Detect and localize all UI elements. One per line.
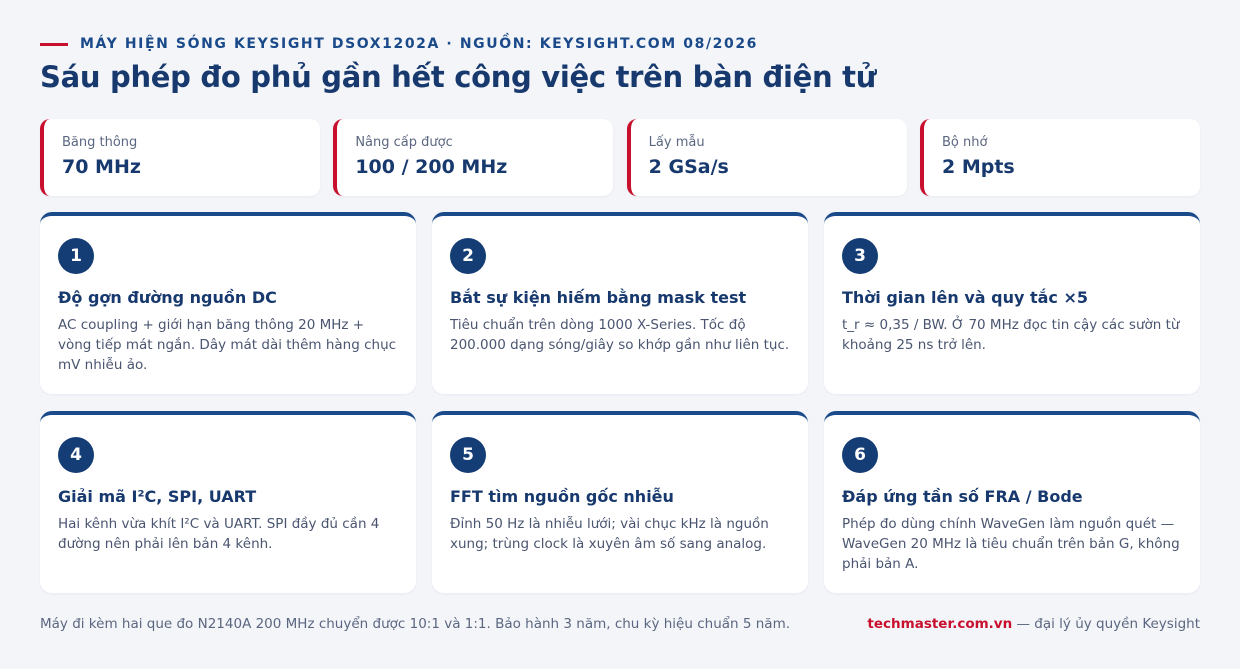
card-body: Hai kênh vừa khít I²C và UART. SPI đầy đ… — [58, 516, 380, 552]
stat-label: Nâng cấp được — [355, 135, 453, 150]
eyebrow-accent-bar — [40, 42, 68, 46]
card-number-badge: 6 — [842, 437, 878, 473]
card-body: Đỉnh 50 Hz là nhiễu lưới; vài chục kHz l… — [450, 516, 769, 552]
card-number-badge: 1 — [58, 238, 94, 274]
card-title: Độ gợn đường nguồn DC — [58, 288, 277, 307]
card-number-badge: 2 — [450, 238, 486, 274]
stat-card-bandwidth: Băng thông 70 MHz — [40, 119, 320, 196]
stat-card-upgrade: Nâng cấp được 100 / 200 MHz — [333, 119, 614, 196]
footer-credit: techmaster.com.vn — đại lý ủy quyền Keys… — [867, 616, 1200, 632]
stat-value: 100 / 200 MHz — [355, 156, 508, 178]
card-title: FFT tìm nguồn gốc nhiễu — [450, 487, 674, 506]
eyebrow-text: MÁY HIỆN SÓNG KEYSIGHT DSOX1202A · NGUỒN… — [80, 36, 759, 52]
measurement-card-2: 2 Bắt sự kiện hiếm bằng mask test Tiêu c… — [432, 212, 808, 394]
card-title: Đáp ứng tần số FRA / Bode — [842, 487, 1083, 506]
page-title: Sáu phép đo phủ gần hết công việc trên b… — [40, 60, 877, 94]
card-body: Tiêu chuẩn trên dòng 1000 X-Series. Tốc … — [450, 317, 790, 353]
footer-brand-link[interactable]: techmaster.com.vn — [867, 616, 1013, 632]
card-title: Bắt sự kiện hiếm bằng mask test — [450, 288, 747, 307]
stat-card-memory: Bộ nhớ 2 Mpts — [919, 119, 1200, 196]
stat-card-sample-rate: Lấy mẫu 2 GSa/s — [626, 119, 907, 196]
stat-label: Băng thông — [62, 135, 138, 150]
measurement-card-3: 3 Thời gian lên và quy tắc ×5 t_r ≈ 0,35… — [824, 212, 1200, 394]
measurement-card-4: 4 Giải mã I²C, SPI, UART Hai kênh vừa kh… — [40, 411, 416, 593]
measurement-grid: 1 Độ gợn đường nguồn DC AC coupling + gi… — [40, 212, 1200, 593]
measurement-card-1: 1 Độ gợn đường nguồn DC AC coupling + gi… — [40, 212, 416, 394]
card-number-badge: 5 — [450, 437, 486, 473]
card-number-badge: 4 — [58, 437, 94, 473]
card-body: AC coupling + giới hạn băng thông 20 MHz… — [58, 317, 397, 373]
footer-credit-suffix: — đại lý ủy quyền Keysight — [1012, 616, 1201, 632]
footer-note: Máy đi kèm hai que đo N2140A 200 MHz chu… — [40, 616, 791, 632]
measurement-card-5: 5 FFT tìm nguồn gốc nhiễu Đỉnh 50 Hz là … — [432, 411, 808, 593]
card-number-badge: 3 — [842, 238, 878, 274]
card-body: t_r ≈ 0,35 / BW. Ở 70 MHz đọc tin cậy cá… — [842, 317, 1180, 353]
card-body: Phép đo dùng chính WaveGen làm nguồn qué… — [842, 516, 1180, 572]
measurement-card-6: 6 Đáp ứng tần số FRA / Bode Phép đo dùng… — [824, 411, 1200, 593]
stats-row: Băng thông 70 MHz Nâng cấp được 100 / 20… — [40, 119, 1200, 196]
stat-value: 2 GSa/s — [648, 156, 729, 178]
stat-value: 70 MHz — [62, 156, 141, 178]
stat-label: Lấy mẫu — [648, 135, 705, 150]
card-title: Thời gian lên và quy tắc ×5 — [842, 288, 1089, 307]
stat-label: Bộ nhớ — [941, 135, 988, 150]
eyebrow: MÁY HIỆN SÓNG KEYSIGHT DSOX1202A · NGUỒN… — [40, 36, 758, 52]
footer: Máy đi kèm hai que đo N2140A 200 MHz chu… — [40, 616, 1200, 632]
stat-value: 2 Mpts — [941, 156, 1015, 178]
card-title: Giải mã I²C, SPI, UART — [58, 487, 257, 506]
